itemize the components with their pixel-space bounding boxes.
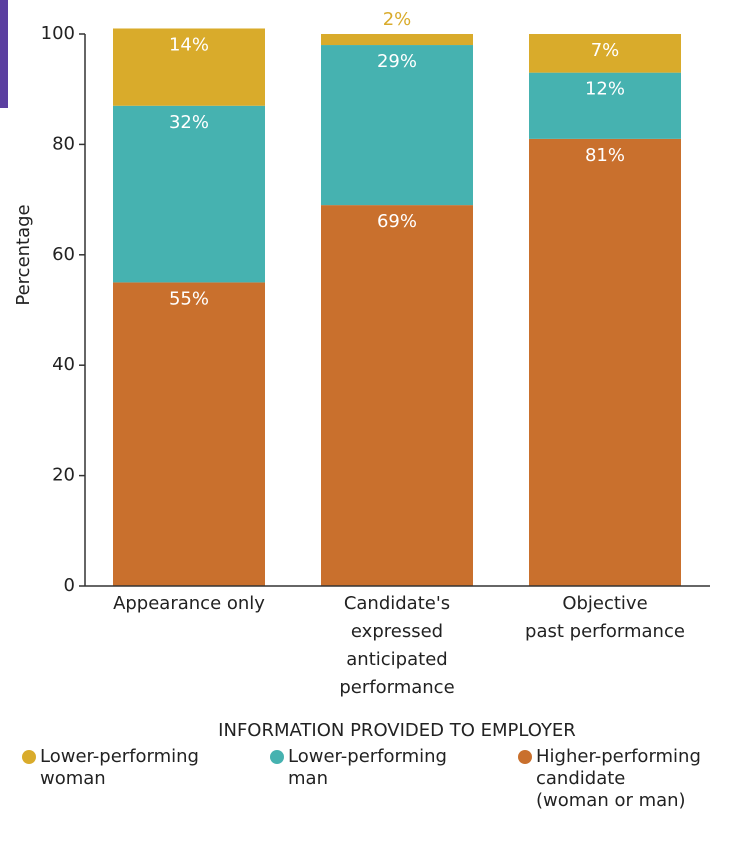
- legend-marker: [518, 750, 532, 764]
- y-axis-label: Percentage: [13, 204, 34, 305]
- y-tick-label: 80: [52, 133, 75, 154]
- value-label: 12%: [585, 79, 625, 100]
- bar-segment: [529, 138, 681, 586]
- value-label: 32%: [169, 112, 209, 133]
- y-tick-label: 40: [52, 354, 75, 375]
- legend-marker: [270, 750, 284, 764]
- y-tick-label: 60: [52, 244, 75, 265]
- value-label: 29%: [377, 51, 417, 72]
- decoration-bar: [0, 0, 8, 108]
- bar-segment: [113, 28, 265, 106]
- bar-segment: [113, 282, 265, 586]
- legend-label: Lower-performing woman: [40, 746, 199, 789]
- bar-segment: [321, 34, 473, 46]
- y-tick-label: 0: [64, 575, 75, 596]
- legend-marker: [22, 750, 36, 764]
- bar-segment: [321, 45, 473, 206]
- value-label: 14%: [169, 34, 209, 55]
- bar-segment: [529, 34, 681, 73]
- legend-label: Higher-performing candidate (woman or ma…: [536, 746, 701, 811]
- value-label: 69%: [377, 211, 417, 232]
- x-axis-title: INFORMATION PROVIDED TO EMPLOYER: [218, 720, 576, 741]
- bar-segment: [113, 105, 265, 283]
- value-label: 81%: [585, 145, 625, 166]
- x-tick-label: Objective past performance: [525, 593, 685, 642]
- x-tick-label: Candidate's expressed anticipated perfor…: [339, 593, 455, 698]
- legend-label: Lower-performing man: [288, 746, 447, 789]
- bar-segment: [529, 72, 681, 139]
- value-label: 7%: [591, 40, 620, 61]
- bar-segment: [321, 205, 473, 586]
- y-tick-label: 100: [41, 23, 75, 44]
- x-tick-label: Appearance only: [113, 593, 265, 614]
- y-tick-label: 20: [52, 465, 75, 486]
- value-label: 55%: [169, 288, 209, 309]
- value-label: 2%: [383, 9, 412, 30]
